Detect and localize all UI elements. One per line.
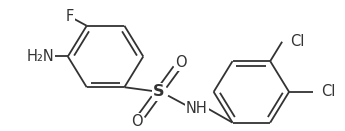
Text: Cl: Cl <box>321 84 335 99</box>
Text: H₂N: H₂N <box>26 49 54 64</box>
Text: O: O <box>175 54 187 70</box>
Text: O: O <box>131 114 143 129</box>
Text: S: S <box>154 84 165 99</box>
Text: Cl: Cl <box>290 34 304 49</box>
Text: NH: NH <box>186 101 208 116</box>
Text: F: F <box>66 9 73 24</box>
